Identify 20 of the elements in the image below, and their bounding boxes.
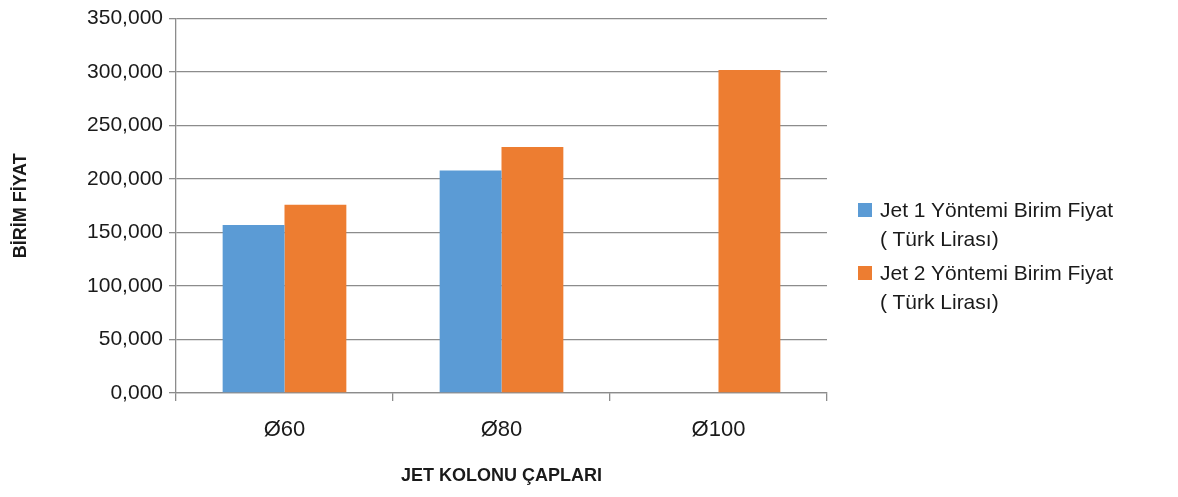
y-tick-label: 0,000: [110, 379, 163, 403]
x-axis-title: JET KOLONU ÇAPLARI: [400, 465, 603, 486]
y-tick-label: 250,000: [87, 112, 163, 136]
bar: [284, 204, 347, 393]
x-tick-label: Ø80: [480, 416, 523, 442]
bar: [222, 225, 285, 393]
bar: [718, 69, 781, 393]
bar: [439, 170, 502, 393]
x-tick-label: Ø60: [263, 416, 306, 442]
y-tick-label: 350,000: [87, 5, 163, 29]
bar: [501, 146, 564, 393]
y-tick-label: 150,000: [87, 219, 163, 243]
y-tick-label: 200,000: [87, 165, 163, 189]
y-axis-title: BİRİM FİYAT: [9, 153, 30, 259]
y-tick-label: 300,000: [87, 58, 163, 82]
x-tick-label: Ø100: [691, 416, 746, 442]
legend-label: Jet 1 Yöntemi Birim Fiyat ( Türk Lirası): [880, 196, 1115, 252]
legend-label: Jet 2 Yöntemi Birim Fiyat ( Türk Lirası): [880, 259, 1115, 315]
y-tick-label: 100,000: [87, 272, 163, 296]
y-tick-label: 50,000: [98, 326, 163, 350]
